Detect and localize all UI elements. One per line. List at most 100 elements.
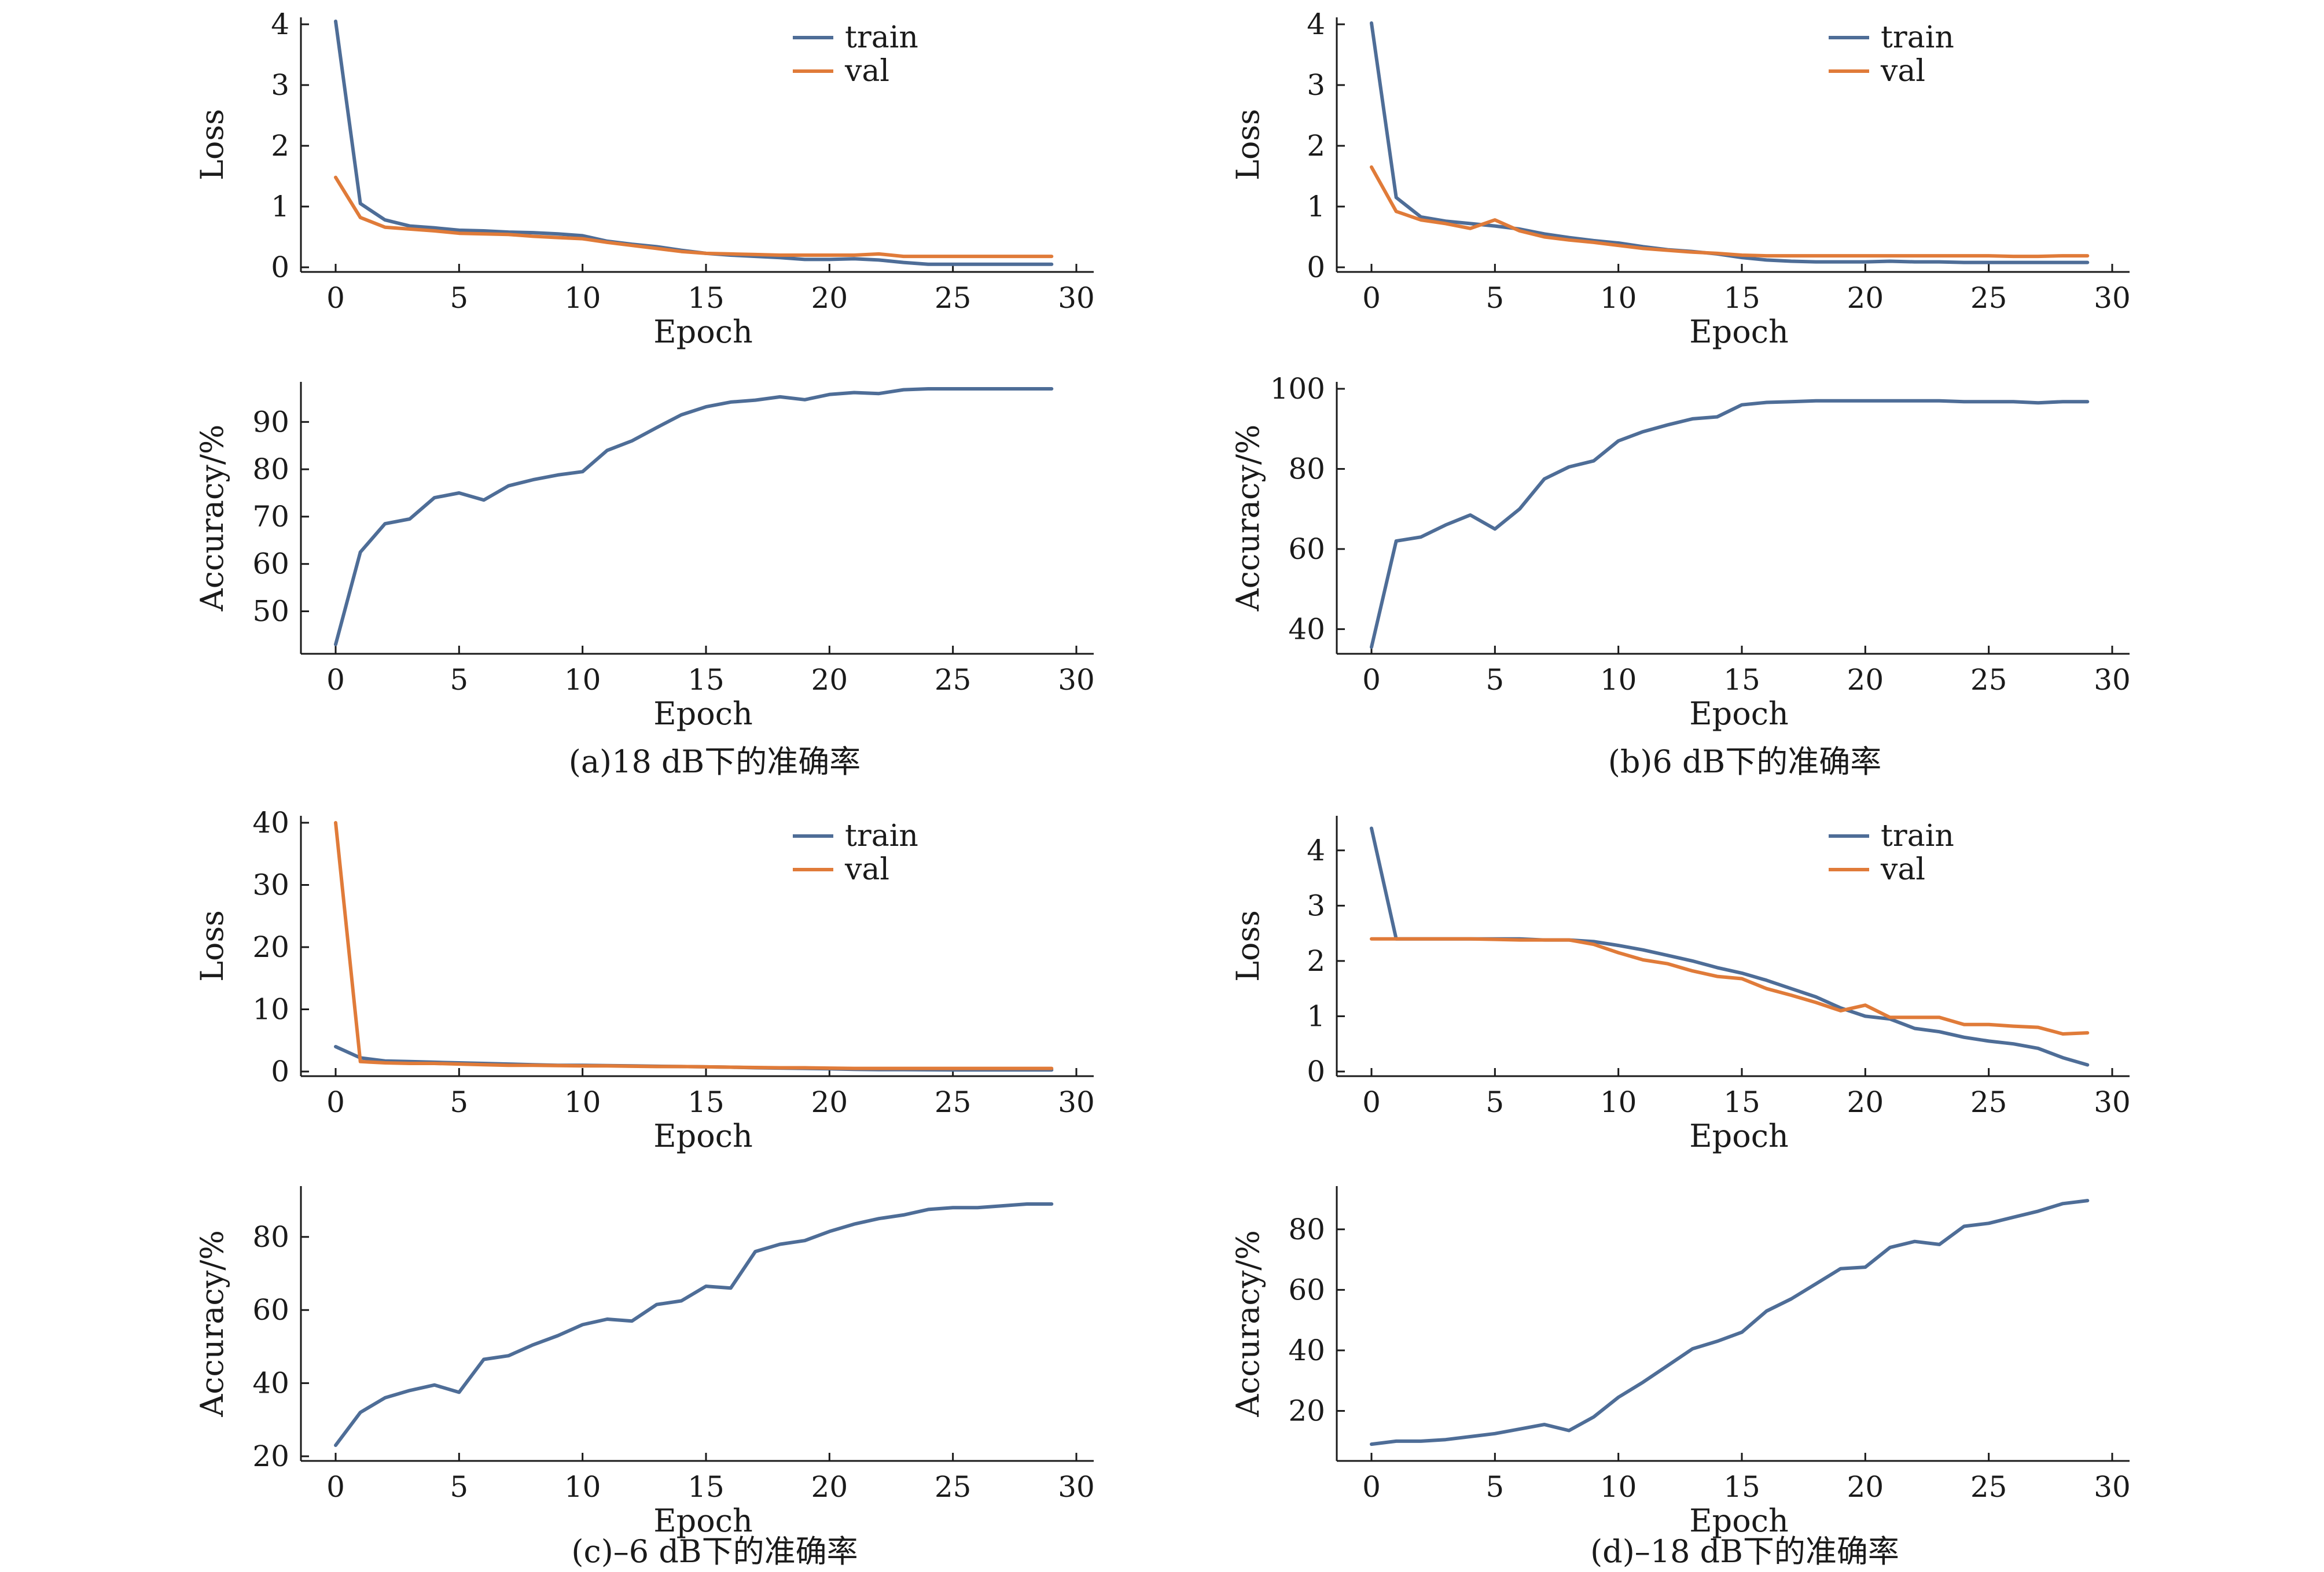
x-tick-label: 20	[1847, 1085, 1884, 1119]
legend-label-train: train	[1881, 20, 1954, 55]
x-tick-label: 15	[687, 1085, 725, 1119]
accuracy-line	[334, 1202, 1054, 1447]
y-tick-label: 1	[1307, 190, 1325, 223]
x-tick-label: 15	[687, 1470, 725, 1504]
x-tick-label: 20	[811, 1470, 848, 1504]
y-axis-label: Loss	[1230, 109, 1266, 181]
x-tick-label: 25	[935, 281, 972, 315]
x-tick-label: 30	[2094, 1085, 2131, 1119]
y-tick-label: 60	[1288, 1273, 1325, 1306]
x-tick-label: 20	[1847, 281, 1884, 315]
legend-label-val: val	[1880, 54, 1925, 89]
legend-label-train: train	[1881, 819, 1954, 853]
y-tick-label: 40	[252, 1367, 289, 1400]
y-tick-label: 0	[271, 251, 289, 284]
x-tick-label: 5	[1485, 663, 1504, 697]
x-tick-label: 5	[1485, 281, 1504, 315]
y-tick-label: 90	[252, 405, 289, 439]
y-axis-label: Accuracy/%	[194, 425, 230, 612]
x-tick-label: 25	[1970, 1085, 2007, 1119]
panel-a-accuracy: 0 5 10 15 20 25 30 50 60 70 80 90 Epoch Accuracy/%	[194, 382, 1095, 732]
accuracy-line	[334, 387, 1054, 646]
x-tick-label: 20	[811, 663, 848, 697]
y-axis-label: Loss	[194, 910, 230, 982]
caption-d: (d)–18 dB下的准确率	[1590, 1533, 1899, 1570]
panel-b-accuracy: 0 5 10 15 20 25 30 40 60 80 100 Epoch Accuracy/%	[1230, 372, 2131, 732]
y-tick-label: 0	[1307, 251, 1325, 284]
x-tick-label: 0	[326, 281, 345, 315]
y-tick-label: 2	[1307, 129, 1325, 163]
panel-d-accuracy: 0 5 10 15 20 25 30 20 40 60 80 Epoch Accuracy/%	[1230, 1186, 2131, 1539]
y-tick-label: 3	[271, 68, 289, 102]
x-tick-label: 15	[687, 663, 725, 697]
x-tick-label: 25	[935, 1085, 972, 1119]
x-tick-label: 25	[1970, 281, 2007, 315]
y-tick-label: 1	[1307, 999, 1325, 1033]
x-axis-label: Epoch	[1689, 1118, 1789, 1154]
y-tick-label: 60	[252, 547, 289, 581]
y-axis-label: Accuracy/%	[1230, 425, 1266, 612]
x-tick-label: 10	[1600, 663, 1637, 697]
y-tick-label: 80	[252, 452, 289, 486]
y-tick-label: 0	[1307, 1055, 1325, 1088]
x-tick-label: 25	[935, 663, 972, 697]
x-axis-label: Epoch	[653, 1118, 753, 1154]
y-tick-label: 3	[1307, 889, 1325, 922]
x-tick-label: 20	[1847, 1470, 1884, 1504]
x-tick-label: 10	[1600, 1085, 1637, 1119]
x-tick-label: 10	[1600, 1470, 1637, 1504]
x-tick-label: 30	[1058, 663, 1095, 697]
y-tick-label: 40	[1288, 1334, 1325, 1367]
y-tick-label: 1	[271, 190, 289, 223]
y-axis-label: Accuracy/%	[1230, 1230, 1266, 1418]
y-tick-label: 60	[1288, 532, 1325, 566]
x-tick-label: 25	[1970, 1470, 2007, 1504]
x-tick-label: 25	[935, 1470, 972, 1504]
y-tick-label: 0	[271, 1055, 289, 1088]
y-axis-label: Loss	[1230, 910, 1266, 982]
y-tick-label: 3	[1307, 68, 1325, 102]
y-axis-label: Accuracy/%	[194, 1230, 230, 1418]
caption-b: (b)6 dB下的准确率	[1608, 743, 1881, 780]
y-tick-label: 50	[252, 595, 289, 628]
x-tick-label: 15	[687, 281, 725, 315]
y-tick-label: 100	[1270, 372, 1325, 406]
y-tick-label: 60	[252, 1293, 289, 1327]
x-tick-label: 20	[811, 281, 848, 315]
x-tick-label: 5	[450, 281, 468, 315]
y-tick-label: 80	[252, 1220, 289, 1254]
x-tick-label: 0	[1362, 1085, 1381, 1119]
y-tick-label: 80	[1288, 452, 1325, 485]
y-tick-label: 2	[1307, 944, 1325, 978]
train-line	[334, 19, 1054, 266]
x-axis-label: Epoch	[653, 314, 753, 350]
x-tick-label: 15	[1723, 663, 1760, 697]
x-axis-label: Epoch	[1689, 314, 1789, 350]
x-axis-label: Epoch	[1689, 695, 1789, 732]
y-axis-label: Loss	[194, 109, 230, 181]
x-tick-label: 15	[1723, 1085, 1760, 1119]
caption-a: (a)18 dB下的准确率	[569, 743, 861, 780]
x-tick-label: 0	[326, 1470, 345, 1504]
y-tick-label: 30	[252, 868, 289, 902]
x-tick-label: 30	[1058, 281, 1095, 315]
legend-label-train: train	[845, 20, 918, 55]
y-tick-label: 20	[252, 1440, 289, 1473]
y-tick-label: 20	[252, 930, 289, 964]
x-tick-label: 15	[1723, 281, 1760, 315]
x-tick-label: 5	[1485, 1470, 1504, 1504]
x-tick-label: 30	[2094, 281, 2131, 315]
y-tick-label: 40	[1288, 612, 1325, 646]
y-tick-label: 4	[271, 8, 289, 41]
x-tick-label: 0	[1362, 663, 1381, 697]
train-line	[1370, 826, 2090, 1067]
accuracy-line	[1370, 399, 2090, 649]
panel-c-accuracy: 0 5 10 15 20 25 30 20 40 60 80 Epoch Accuracy/%	[194, 1186, 1095, 1539]
x-tick-label: 5	[450, 663, 468, 697]
accuracy-line	[1370, 1199, 2090, 1446]
x-tick-label: 10	[564, 281, 601, 315]
